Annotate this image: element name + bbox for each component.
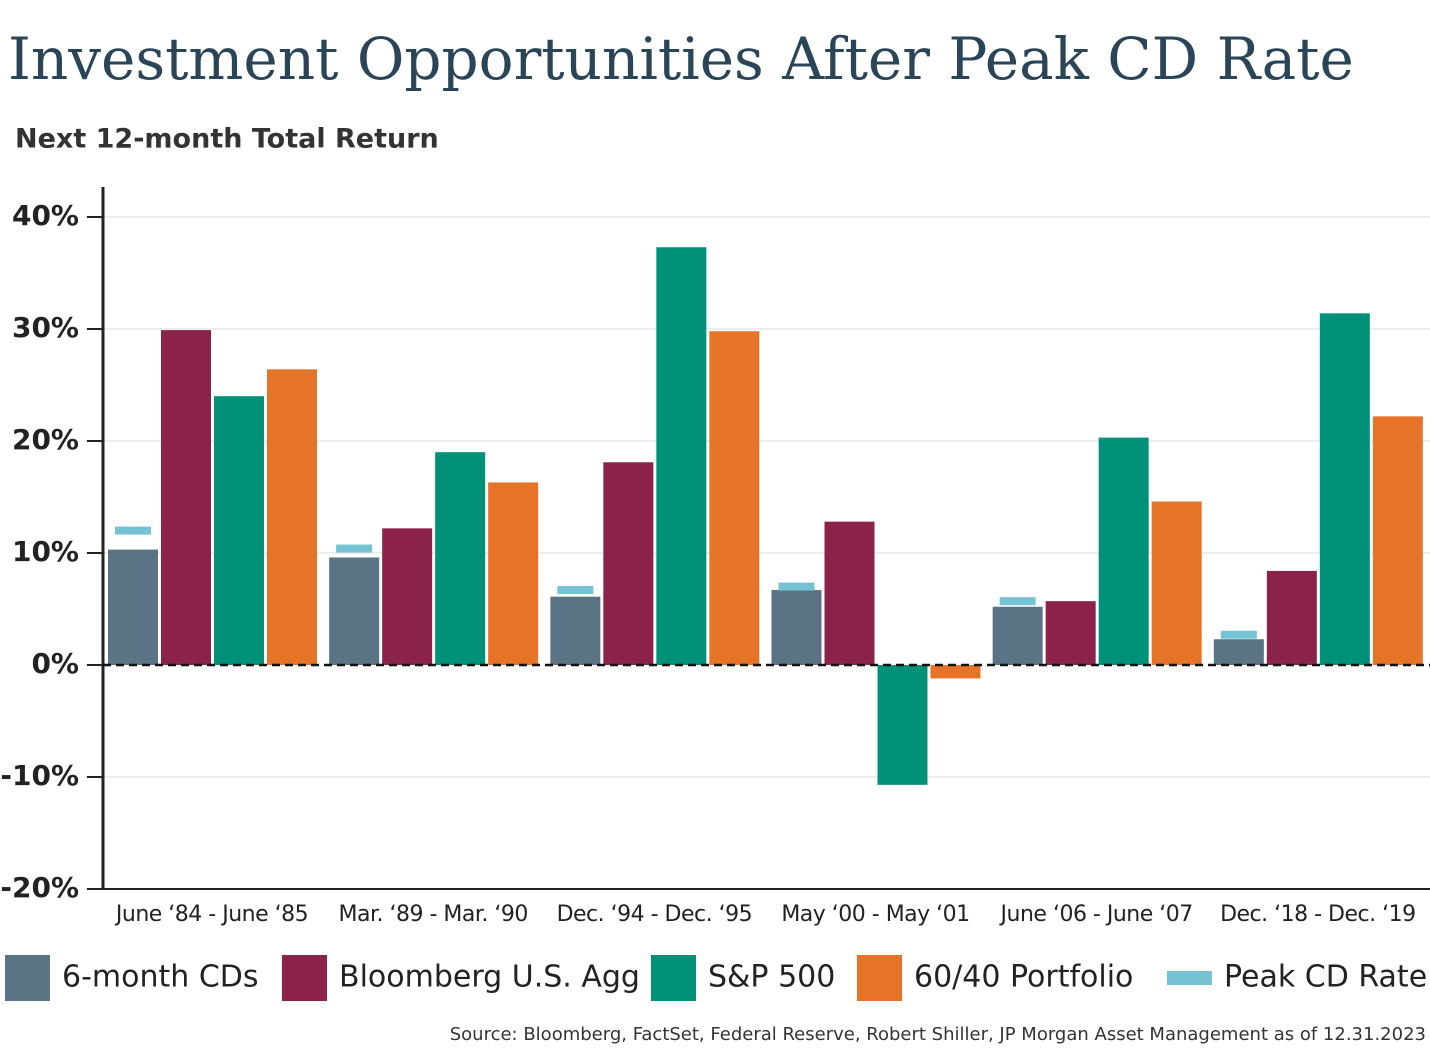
y-tick-label: 10%: [12, 535, 79, 568]
bar: [161, 330, 211, 665]
x-tick-label: Dec. ‘18 - Dec. ‘19: [1220, 902, 1416, 927]
bar: [267, 369, 317, 665]
bar: [1098, 437, 1149, 665]
bar: [824, 521, 875, 665]
bar: [214, 396, 264, 665]
x-tick-label: June ‘06 - June ‘07: [999, 902, 1193, 927]
legend-swatch: [5, 955, 50, 1001]
legend-swatch: [857, 955, 902, 1001]
bar: [488, 482, 539, 665]
bar: [1319, 313, 1370, 665]
bar: [435, 452, 486, 665]
source-note: Source: Bloomberg, FactSet, Federal Rese…: [450, 1024, 1426, 1045]
legend-swatch: [1167, 971, 1212, 985]
bar: [550, 596, 601, 665]
bar: [656, 247, 707, 666]
x-tick-label: June ‘84 - June ‘85: [114, 902, 308, 927]
bar: [1213, 639, 1264, 665]
y-tick-label: -20%: [0, 871, 79, 904]
peak-marker: [557, 585, 594, 594]
peak-marker: [778, 582, 815, 591]
bar: [877, 665, 928, 785]
chart-title: Investment Opportunities After Peak CD R…: [8, 25, 1354, 93]
bar: [329, 557, 380, 665]
peak-marker: [115, 526, 151, 535]
bar: [108, 549, 158, 665]
bar: [930, 665, 981, 679]
x-tick-label: Mar. ‘89 - Mar. ‘90: [338, 902, 527, 927]
legend-label: 6-month CDs: [62, 960, 259, 995]
bar: [382, 528, 433, 665]
bar: [1266, 570, 1317, 665]
peak-marker: [999, 597, 1036, 606]
legend-label: 60/40 Portfolio: [914, 960, 1133, 995]
bar: [1372, 416, 1423, 665]
bar: [992, 606, 1043, 665]
bar: [1045, 601, 1096, 665]
y-tick-label: -10%: [0, 759, 79, 792]
legend-label: S&P 500: [708, 960, 835, 995]
y-tick-label: 20%: [12, 423, 79, 456]
legend-label: Bloomberg U.S. Agg: [339, 960, 640, 995]
x-tick-label: May ‘00 - May ‘01: [781, 902, 969, 927]
bar: [1151, 501, 1202, 665]
bar: [603, 462, 654, 665]
legend-swatch: [282, 955, 327, 1001]
legend-swatch: [651, 955, 696, 1001]
peak-marker: [336, 544, 373, 553]
bar: [771, 589, 822, 665]
chart-subtitle: Next 12-month Total Return: [15, 124, 439, 155]
peak-marker: [1220, 630, 1257, 639]
x-tick-label: Dec. ‘94 - Dec. ‘95: [557, 902, 753, 927]
y-tick-label: 30%: [12, 311, 79, 344]
y-tick-label: 0%: [31, 647, 79, 680]
legend-label: Peak CD Rate: [1224, 960, 1427, 995]
bar: [709, 331, 760, 665]
y-tick-label: 40%: [12, 199, 79, 232]
